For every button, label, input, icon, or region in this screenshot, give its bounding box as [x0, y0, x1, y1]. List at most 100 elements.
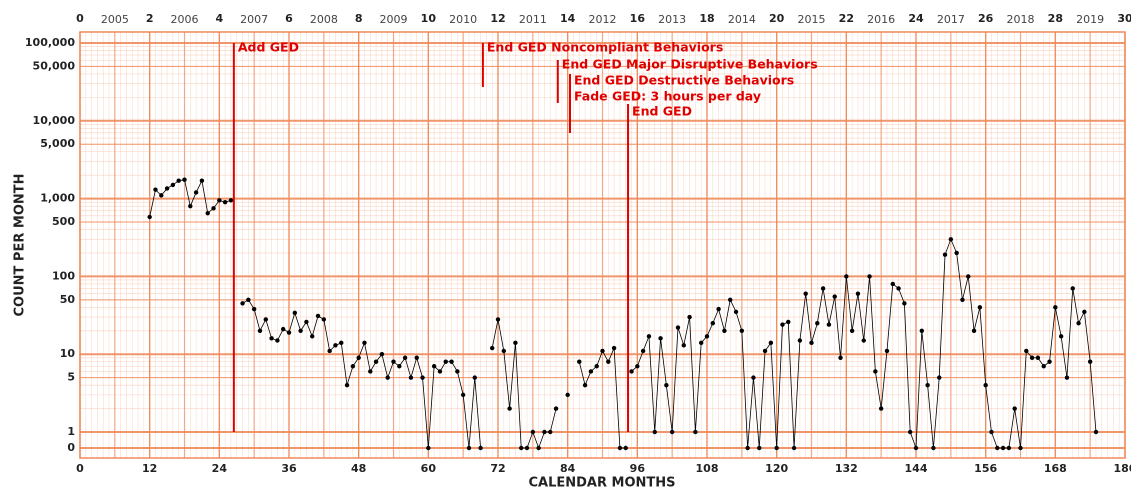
- data-point: [391, 359, 396, 364]
- data-point: [716, 306, 721, 312]
- data-point: [623, 445, 628, 451]
- data-point: [629, 369, 634, 374]
- data-point: [431, 364, 437, 369]
- data-point: [1047, 359, 1052, 364]
- x2-tick-label: 14: [560, 12, 576, 25]
- x2-tick-label: 0: [76, 12, 84, 25]
- annotation: End GED Major Disruptive Behaviors: [562, 57, 818, 72]
- data-point: [937, 375, 942, 380]
- data-point: [1035, 355, 1041, 360]
- data-point: [1070, 286, 1075, 291]
- data-point: [240, 301, 245, 306]
- data-point: [211, 206, 216, 211]
- data-point: [205, 210, 210, 216]
- year-label: 2018: [1007, 13, 1035, 26]
- data-point: [844, 274, 849, 279]
- data-point: [489, 345, 495, 351]
- data-point: [849, 328, 855, 333]
- data-point: [373, 359, 379, 364]
- data-point: [164, 186, 170, 191]
- data-point: [228, 198, 234, 203]
- data-point: [797, 338, 803, 343]
- data-point: [263, 317, 268, 322]
- data-point: [942, 252, 948, 257]
- year-label: 2010: [449, 13, 477, 26]
- data-point: [304, 319, 309, 325]
- x-tick-label: 72: [490, 462, 505, 475]
- data-point: [193, 190, 199, 195]
- data-point: [414, 355, 419, 360]
- data-point: [722, 328, 727, 333]
- data-point: [246, 297, 251, 303]
- data-point: [582, 382, 588, 388]
- x-tick-label: 84: [560, 462, 576, 475]
- x-axis-title: CALENDAR MONTHS: [528, 476, 675, 491]
- data-point: [426, 445, 431, 451]
- data-point: [182, 177, 187, 182]
- data-point: [954, 250, 959, 256]
- data-point: [687, 314, 692, 320]
- x2-tick-label: 6: [285, 12, 293, 25]
- y-tick-label: 50,000: [33, 59, 76, 72]
- data-point: [861, 338, 866, 343]
- data-point: [478, 445, 483, 451]
- data-point: [617, 445, 623, 451]
- x2-tick-label: 30: [1117, 12, 1131, 25]
- data-point: [635, 364, 640, 369]
- x-tick-label: 12: [142, 462, 157, 475]
- y-tick-label: 100,000: [25, 36, 75, 49]
- data-point: [269, 336, 274, 341]
- data-point: [1018, 445, 1023, 451]
- x2-tick-label: 28: [1048, 12, 1063, 25]
- data-point: [983, 382, 988, 388]
- x-tick-label: 120: [765, 462, 788, 475]
- x2-tick-label: 2: [146, 12, 154, 25]
- y-tick-label: 10,000: [33, 114, 76, 127]
- data-point: [826, 322, 832, 327]
- data-point: [449, 359, 454, 364]
- data-point: [292, 310, 298, 316]
- year-label: 2012: [589, 13, 617, 26]
- year-label: 2015: [798, 13, 826, 26]
- data-point: [286, 330, 292, 335]
- x2-tick-label: 16: [630, 12, 646, 25]
- data-point: [989, 429, 994, 435]
- data-point: [170, 182, 176, 188]
- data-point: [948, 237, 954, 242]
- data-point: [362, 340, 367, 346]
- x2-tick-label: 18: [699, 12, 714, 25]
- data-point: [611, 345, 617, 351]
- year-label: 2017: [937, 13, 965, 26]
- data-point: [524, 445, 530, 451]
- data-point: [664, 382, 669, 388]
- data-point: [251, 306, 257, 312]
- data-point: [379, 352, 385, 357]
- data-point: [977, 305, 983, 310]
- data-point: [315, 313, 321, 319]
- data-point: [1000, 445, 1006, 451]
- data-point: [344, 382, 350, 388]
- y-tick-label: 100: [52, 269, 75, 282]
- data-point: [548, 429, 553, 435]
- data-point: [1058, 334, 1064, 339]
- x-tick-label: 48: [351, 462, 366, 475]
- x-tick-label: 168: [1044, 462, 1067, 475]
- data-point: [408, 375, 414, 380]
- data-point: [594, 364, 599, 369]
- annotation: End GED Noncompliant Behaviors: [487, 40, 723, 55]
- data-point: [757, 445, 762, 451]
- x-tick-label: 0: [76, 462, 84, 475]
- x-tick-label: 108: [696, 462, 719, 475]
- data-point: [733, 309, 739, 315]
- data-point: [791, 445, 797, 451]
- year-label: 2019: [1076, 13, 1104, 26]
- data-point: [1041, 364, 1046, 369]
- data-point: [1024, 348, 1029, 354]
- data-point: [153, 187, 158, 192]
- data-point: [838, 355, 843, 360]
- annotation: Add GED: [238, 40, 299, 55]
- annotation: Fade GED: 3 hours per day: [574, 89, 761, 104]
- data-point: [350, 364, 356, 369]
- data-point: [472, 375, 477, 380]
